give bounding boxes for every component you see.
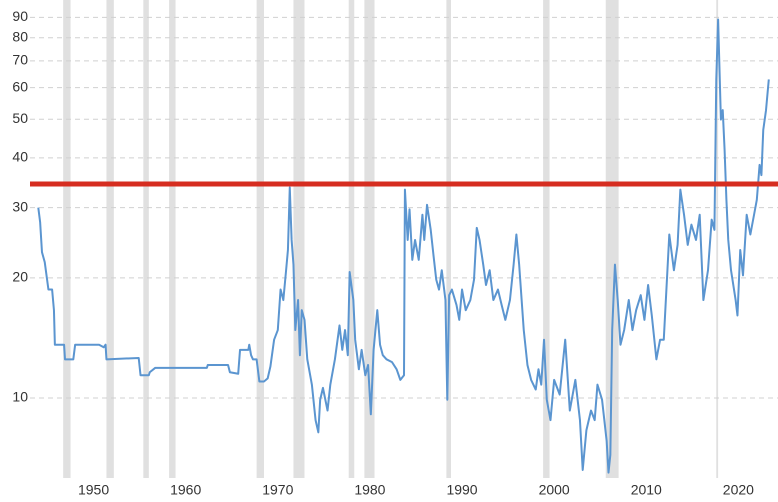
shaded-period [293,0,305,478]
y-tick-label: 80 [12,28,28,44]
y-tick-label: 70 [12,52,28,68]
y-tick-label: 20 [12,269,28,285]
x-tick-label: 2020 [723,482,754,498]
x-tick-label: 1960 [170,482,201,498]
shaded-period [446,0,451,478]
shaded-period [256,0,264,478]
y-tick-label: 50 [12,110,28,126]
shaded-period [716,0,719,478]
shaded-period [63,0,71,478]
x-tick-label: 1980 [354,482,385,498]
y-tick-label: 10 [12,389,28,405]
y-tick-label: 40 [12,149,28,165]
shaded-period [605,0,619,478]
shaded-period [543,0,550,478]
x-tick-label: 2010 [631,482,662,498]
x-tick-label: 2000 [539,482,570,498]
x-tick-label: 1990 [446,482,477,498]
x-tick-label: 1950 [78,482,109,498]
shaded-period [106,0,114,478]
data-line [37,18,770,474]
shaded-period [364,0,375,478]
x-tick-label: 1970 [262,482,293,498]
shaded-period [143,0,149,478]
y-tick-label: 30 [12,198,28,214]
y-tick-label: 90 [12,8,28,24]
y-tick-label: 60 [12,78,28,94]
shaded-period [169,0,176,478]
shaded-period [348,0,355,478]
